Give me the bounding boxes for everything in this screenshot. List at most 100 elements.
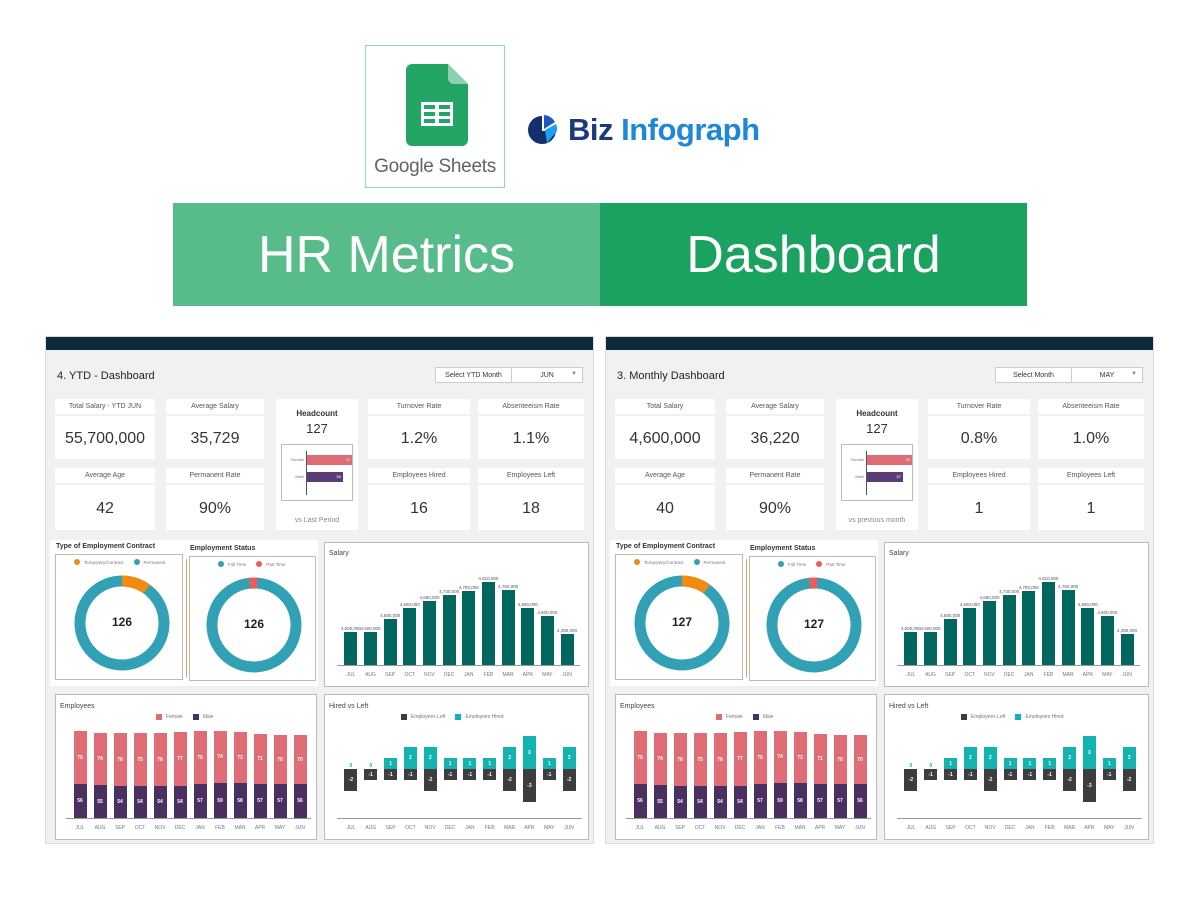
headcount-male-label: Male <box>295 474 304 479</box>
female-segment: 75 <box>693 733 707 786</box>
selector-value[interactable]: JUN ▼ <box>512 368 582 382</box>
employees-stacked-bar: 77 54 <box>170 732 190 818</box>
x-axis-label: JUN <box>562 672 572 678</box>
x-axis-label: NOV <box>984 672 995 678</box>
selector-value[interactable]: MAY ▼ <box>1072 368 1142 382</box>
female-segment: 70 <box>293 735 307 784</box>
left-segment: -2 <box>562 769 576 791</box>
dashboard-title: 4. YTD - Dashboard <box>57 370 155 382</box>
employees-stacked-bar: 76 54 <box>710 733 730 818</box>
hired-left-legend-left: Employees Left <box>411 714 446 720</box>
employees-stacked-bar: 75 57 <box>190 731 210 818</box>
male-segment: 54 <box>713 786 727 818</box>
x-axis-label: NOV <box>424 672 435 678</box>
salary-x-axis: JUL AUG SEP OCT NOV DEC JAN FEB MAR APR MAY JUN <box>901 672 1137 678</box>
employees-stacked-bar: 76 54 <box>670 733 690 818</box>
male-segment: 57 <box>193 784 207 818</box>
month-selector[interactable]: Select YTD Month JUN ▼ <box>435 367 583 383</box>
x-axis-label: FEB <box>1044 825 1055 831</box>
male-segment: 54 <box>733 786 747 818</box>
employees-stacked-bar: 74 55 <box>90 733 110 818</box>
x-axis-label: JAN <box>1024 672 1034 678</box>
kpi-permanent-rate: Permanent Rate 90% <box>726 468 824 530</box>
contract-total: 126 <box>111 615 133 629</box>
title-banner: HR Metrics Dashboard <box>173 203 1027 306</box>
x-axis-label: DEC <box>1004 825 1016 831</box>
hired-left-chart-panel: Hired vs Left Employees Left Employees Hi… <box>884 694 1149 840</box>
employees-stacked-bar: 75 56 <box>630 731 650 818</box>
employees-legend-female: Female <box>166 714 183 720</box>
x-axis-label: JUN <box>295 825 305 831</box>
x-axis-label: MAR <box>503 825 516 831</box>
left-segment: -1 <box>463 769 477 780</box>
kpis-avg-age-label: Average Age <box>615 468 715 485</box>
kpi-total-salary: Total Salary 4,600,000 <box>615 399 715 459</box>
left-segment: -3 <box>1082 769 1096 802</box>
kpis-absenteeism: 1.0% <box>1072 429 1110 447</box>
salary-bar: 4,500,000 <box>901 626 921 665</box>
employees-stacked-bar: 75 57 <box>750 731 770 818</box>
headcount-label: Headcount <box>296 409 338 418</box>
x-axis-label: JUN <box>1122 672 1132 678</box>
employees-stacked-bar: 70 56 <box>290 735 310 818</box>
employees-stacked-bar-chart: 75 56 74 55 76 54 75 54 76 54 77 54 75 57 74 59 73 58 71 57… <box>70 718 310 818</box>
x-axis-label: APR <box>524 825 535 831</box>
kpis-avg-salary: 35,729 <box>190 429 240 447</box>
female-segment: 77 <box>733 732 747 786</box>
left-segment: -1 <box>384 769 398 780</box>
headcount-gender-chart: Female 71 Male 56 <box>281 444 353 501</box>
salary-bar: 4,650,000 <box>1078 602 1098 665</box>
hired-left-x-axis: JUL AUG SEP OCT NOV DEC JAN FEB MAR APR MAY JUN <box>341 825 579 831</box>
kpis-absenteeism-label: Absenteeism Rate <box>478 399 584 416</box>
hired-segment: 1 <box>1043 758 1057 769</box>
x-axis-label: JUN <box>564 825 574 831</box>
salary-bar: 4,810,000 <box>1038 576 1058 665</box>
kpis-turnover: 1.2% <box>400 429 438 447</box>
hired-segment: 0 <box>349 763 353 769</box>
male-segment: 57 <box>833 784 847 818</box>
female-segment: 75 <box>133 733 147 786</box>
x-axis-label: NOV <box>424 825 436 831</box>
hired-segment: 2 <box>963 747 977 769</box>
x-axis-label: AUG <box>925 672 936 678</box>
salary-bar: 4,750,000 <box>1019 585 1039 665</box>
status-total: 126 <box>243 617 265 631</box>
status-donut-panel: Full Time Part Time 127 <box>749 556 876 681</box>
female-segment: 73 <box>793 732 807 783</box>
salary-bar-label: 4,730,000 <box>439 589 460 594</box>
female-segment: 74 <box>653 733 667 785</box>
status-donut-chart <box>206 577 302 673</box>
female-segment: 76 <box>713 733 727 786</box>
x-axis-label: NOV <box>984 825 996 831</box>
male-segment: 54 <box>673 786 687 818</box>
left-segment: -1 <box>924 769 938 780</box>
kpi-turnover-rate: Turnover Rate 0.8% <box>928 399 1030 459</box>
contract-donut-chart <box>74 575 170 671</box>
x-axis-label: MAY <box>543 825 555 831</box>
x-axis-label: DEC <box>1003 672 1015 678</box>
hired-segment: 2 <box>403 747 417 769</box>
male-segment: 59 <box>773 783 787 818</box>
left-segment: -1 <box>1003 769 1017 780</box>
salary-bar: 4,690,000 <box>419 595 439 665</box>
contract-chart-title: Type of Employment Contract <box>616 543 716 550</box>
salary-bar-label: 4,580,000 <box>380 613 401 618</box>
employees-chart-panel: Employees Female Male 75 56 74 55 76 54 75 54 76 5… <box>55 694 317 840</box>
x-axis-label: SEP <box>945 825 956 831</box>
employees-legend-male: Male <box>762 714 774 720</box>
x-axis-label: JUL <box>635 825 645 831</box>
month-selector[interactable]: Select Month MAY ▼ <box>995 367 1143 383</box>
x-axis-label: OCT <box>405 825 416 831</box>
hired-segment: 1 <box>384 758 398 769</box>
left-segment: -1 <box>483 769 497 780</box>
salary-bar-label: 4,490,000 <box>557 628 578 633</box>
x-axis-label: AUG <box>925 825 937 831</box>
salary-bar-label: 4,750,000 <box>458 585 479 590</box>
left-segment: -1 <box>1023 769 1037 780</box>
left-segment: -2 <box>983 769 997 791</box>
x-axis-label: MAY <box>274 825 286 831</box>
female-segment: 70 <box>833 735 847 784</box>
headcount-value: 127 <box>866 421 888 436</box>
salary-bar: 4,580,000 <box>380 613 400 665</box>
male-segment: 57 <box>813 784 827 818</box>
